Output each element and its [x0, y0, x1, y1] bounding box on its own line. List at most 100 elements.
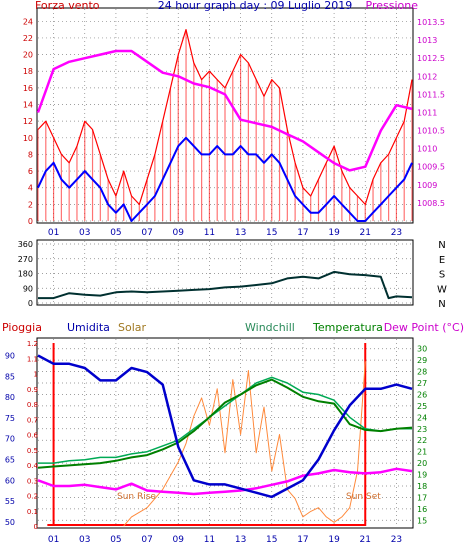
- hour-tick-label: 11: [204, 228, 215, 238]
- wind-tick-label: 14: [23, 101, 33, 110]
- humidity-tick-label: 75: [5, 414, 15, 423]
- rain-tick-label: 0.6: [27, 432, 39, 440]
- rain-tick-label: 1.2: [27, 340, 38, 348]
- hour-tick-label: 13: [235, 535, 246, 545]
- wind-tick-label: 12: [23, 117, 33, 126]
- wind-axis-title: Forza vento: [35, 0, 100, 12]
- humidity-tick-label: 85: [5, 372, 15, 381]
- rain-tick-label: 0.5: [27, 447, 38, 455]
- compass-label: E: [439, 255, 445, 266]
- temp-tick-label: 18: [417, 482, 427, 491]
- temp-tick-label: 19: [417, 471, 427, 480]
- chart-title: 24 hour graph day : 09 Luglio 2019: [158, 0, 353, 12]
- temp-tick-label: 16: [417, 505, 427, 514]
- pressure-tick-label: 1008.5: [417, 199, 445, 208]
- series-humidity: [37, 354, 413, 499]
- grid: [38, 9, 412, 527]
- hour-tick-label: 09: [173, 535, 185, 545]
- compass-label: S: [439, 270, 445, 281]
- pressure-tick-label: 1012.5: [417, 54, 445, 63]
- wind-tick-label: 10: [23, 134, 33, 143]
- wind-tick-label: 0: [28, 217, 33, 226]
- humidity-tick-label: 80: [5, 393, 15, 402]
- axis-labels: 0246810121416182022241008.510091009.5101…: [5, 17, 447, 545]
- sunrise-annotation: Sun Rise: [117, 492, 156, 502]
- compass-label: N: [438, 299, 445, 310]
- legend-temperature: Temperatura: [312, 321, 383, 334]
- rain-tick-label: 0.3: [27, 477, 38, 485]
- series-pressure: [36, 49, 413, 172]
- hour-tick-label: 19: [328, 228, 340, 238]
- rain-tick-label: 0: [34, 523, 38, 531]
- pressure-tick-label: 1013: [417, 36, 437, 45]
- rain-tick-label: 0.1: [27, 508, 38, 516]
- wind-tick-label: 6: [28, 167, 33, 176]
- rain-tick-label: 1.1: [27, 355, 38, 363]
- humidity-tick-label: 65: [5, 455, 15, 464]
- series-windchill: [38, 376, 412, 464]
- direction-tick-label: 270: [18, 255, 33, 264]
- direction-tick-label: 0: [28, 299, 33, 308]
- series-solar: [123, 361, 366, 527]
- hour-tick-label: 17: [297, 535, 308, 545]
- temp-tick-label: 23: [417, 425, 427, 434]
- pressure-tick-label: 1009.5: [417, 163, 445, 172]
- hour-tick-label: 03: [79, 535, 90, 545]
- humidity-tick-label: 70: [5, 435, 15, 444]
- hour-tick-label: 09: [173, 228, 185, 238]
- temp-tick-label: 24: [417, 413, 427, 422]
- direction-tick-label: 360: [18, 240, 33, 249]
- hour-tick-label: 03: [79, 228, 90, 238]
- direction-tick-label: 90: [23, 284, 33, 293]
- legend-rain: Pioggia: [2, 321, 42, 334]
- humidity-tick-label: 90: [5, 351, 15, 360]
- wind-tick-label: 8: [28, 150, 33, 159]
- hour-tick-label: 13: [235, 228, 246, 238]
- rain-tick-label: 0.9: [27, 386, 38, 394]
- hour-tick-label: 15: [266, 228, 277, 238]
- compass-label: W: [437, 284, 447, 295]
- hour-tick-label: 23: [391, 228, 402, 238]
- hour-tick-label: 21: [360, 535, 371, 545]
- humidity-tick-label: 55: [5, 497, 15, 506]
- hour-tick-label: 01: [48, 535, 59, 545]
- hour-tick-label: 21: [360, 228, 371, 238]
- legend-solar: Solar: [118, 321, 147, 334]
- legend-dewpoint: Dew Point (°C): [384, 321, 464, 334]
- rain-tick-label: 0.2: [27, 493, 38, 501]
- rain-tick-label: 0.8: [27, 401, 38, 409]
- hour-tick-label: 07: [141, 228, 152, 238]
- hour-tick-label: 11: [204, 535, 215, 545]
- temp-tick-label: 26: [417, 390, 427, 399]
- temp-tick-label: 22: [417, 436, 427, 445]
- rain-tick-label: 0.7: [27, 416, 38, 424]
- pressure-tick-label: 1011: [417, 108, 437, 117]
- pressure-tick-label: 1013.5: [417, 18, 445, 27]
- pressure-tick-label: 1011.5: [417, 90, 445, 99]
- hour-tick-label: 15: [266, 535, 277, 545]
- wind-tick-label: 4: [28, 184, 33, 193]
- temp-tick-label: 29: [417, 356, 427, 365]
- hour-tick-label: 23: [391, 535, 402, 545]
- wind-tick-label: 18: [23, 67, 33, 76]
- hour-tick-label: 07: [141, 535, 152, 545]
- series-wind-direction: [38, 270, 413, 300]
- series-gust: [37, 29, 413, 205]
- temp-tick-label: 15: [417, 516, 427, 525]
- chart-marks: [36, 29, 413, 527]
- mid-panel-frame: [36, 239, 414, 306]
- pressure-tick-label: 1010.5: [417, 127, 445, 136]
- sunset-annotation: Sun Set: [346, 492, 381, 502]
- temp-tick-label: 21: [417, 448, 427, 457]
- pressure-tick-label: 1010: [417, 145, 437, 154]
- pressure-axis-title: Pressione: [366, 0, 419, 12]
- series-dewpoint: [37, 467, 413, 496]
- humidity-tick-label: 60: [5, 476, 15, 485]
- wind-tick-label: 20: [23, 51, 33, 60]
- wind-tick-label: 16: [23, 84, 33, 93]
- temp-tick-label: 25: [417, 402, 427, 411]
- bottom-panel-frame: [36, 337, 414, 529]
- temp-tick-label: 27: [417, 379, 427, 388]
- wind-tick-label: 2: [28, 200, 33, 209]
